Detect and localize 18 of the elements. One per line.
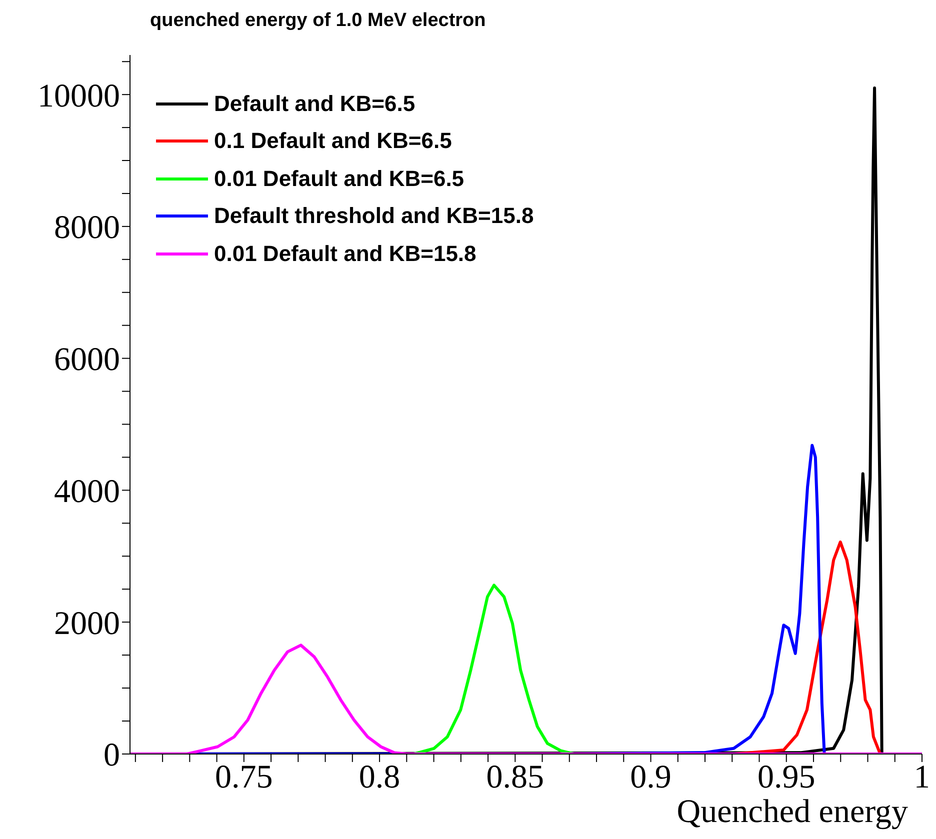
x-tick-label: 0.9: [630, 759, 672, 796]
y-tick-label: 2000: [54, 606, 120, 642]
legend-label: 0.01 Default and KB=15.8: [214, 240, 476, 267]
legend-label: 0.1 Default and KB=6.5: [214, 128, 452, 154]
legend-label: 0.01 Default and KB=6.5: [214, 166, 464, 192]
y-tick-label: 10000: [38, 78, 120, 114]
y-tick-label: 4000: [54, 474, 120, 510]
x-tick-label: 0.75: [215, 759, 273, 796]
legend-label: Default threshold and KB=15.8: [214, 203, 534, 230]
y-tick-label: 6000: [54, 342, 120, 378]
legend-label: Default and KB=6.5: [214, 90, 416, 117]
x-axis-title: Quenched energy: [676, 794, 908, 830]
chart-title: quenched energy of 1.0 MeV electron: [150, 10, 486, 32]
y-tick-label: 0: [104, 738, 120, 774]
y-tick-label: 8000: [54, 210, 120, 246]
x-tick-label: 0.8: [358, 759, 400, 796]
x-tick-label: 0.95: [758, 759, 816, 796]
x-tick-label: 0.85: [486, 759, 544, 796]
